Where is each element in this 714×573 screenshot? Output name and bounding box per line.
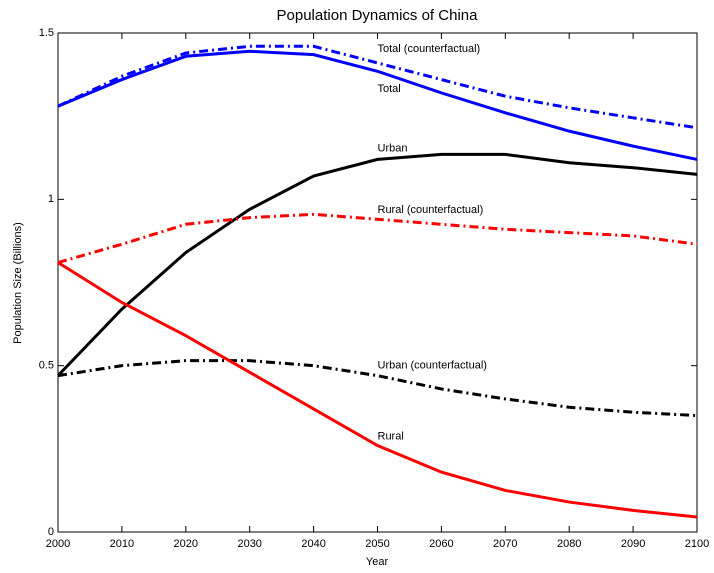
series-label: Urban (counterfactual) xyxy=(378,360,487,372)
series-line xyxy=(57,44,698,130)
x-tick-label: 2040 xyxy=(301,538,325,550)
chart-title: Population Dynamics of China xyxy=(277,7,479,24)
series-label: Rural (counterfactual) xyxy=(378,204,484,216)
x-tick-label: 2030 xyxy=(237,538,261,550)
series-line xyxy=(57,359,698,418)
y-tick-label: 0.5 xyxy=(39,360,54,372)
x-tick-label: 2080 xyxy=(557,538,581,550)
x-tick-label: 2050 xyxy=(365,538,389,550)
x-tick-label: 2010 xyxy=(110,538,134,550)
series-line xyxy=(57,261,698,519)
y-tick-label: 0 xyxy=(48,526,54,538)
x-tick-label: 2000 xyxy=(46,538,70,550)
x-tick-label: 2090 xyxy=(621,538,645,550)
x-tick-label: 2100 xyxy=(685,538,709,550)
series-line xyxy=(57,212,698,264)
x-tick-label: 2070 xyxy=(493,538,517,550)
y-tick-label: 1 xyxy=(48,193,54,205)
series-line xyxy=(56,152,698,377)
series-label: Rural xyxy=(378,430,404,442)
series-label: Total xyxy=(378,83,401,95)
series-label: Total (counterfactual) xyxy=(378,43,481,55)
x-axis-label: Year xyxy=(366,556,389,568)
y-tick-label: 1.5 xyxy=(39,27,54,39)
x-tick-label: 2060 xyxy=(429,538,453,550)
x-tick-label: 2020 xyxy=(174,538,198,550)
y-axis-label: Population Size (Billions) xyxy=(12,222,24,344)
series-label: Urban xyxy=(378,142,408,154)
series-line xyxy=(57,49,698,161)
